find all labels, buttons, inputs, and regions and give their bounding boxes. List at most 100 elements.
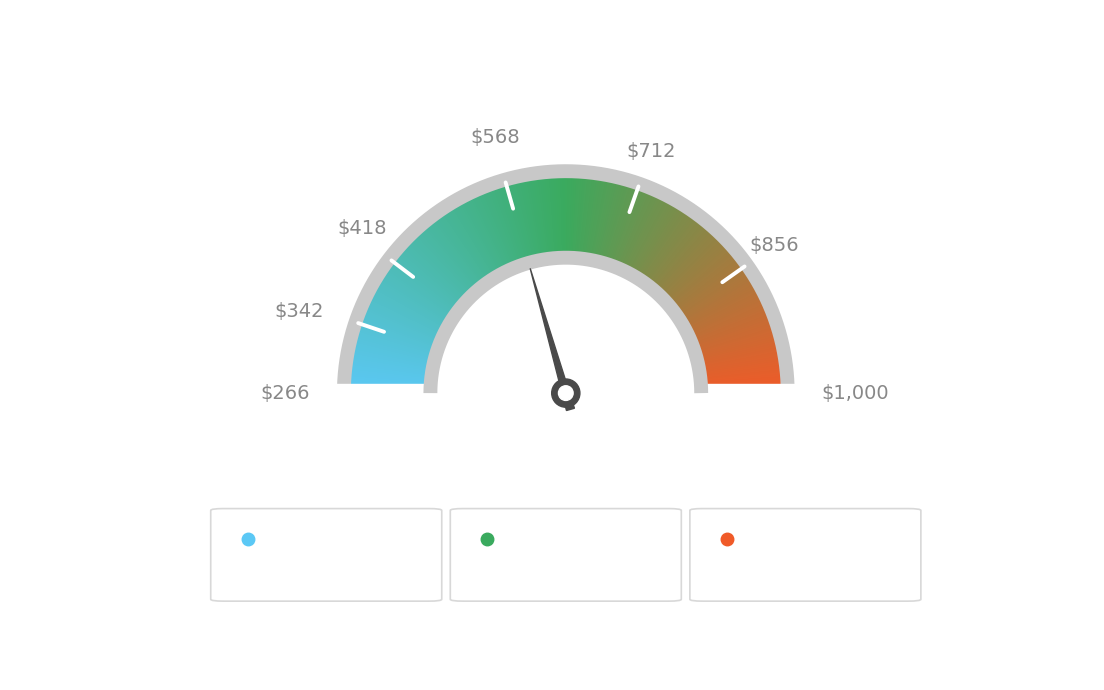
Wedge shape: [540, 172, 552, 259]
Wedge shape: [559, 171, 563, 258]
Wedge shape: [607, 182, 637, 265]
Wedge shape: [385, 263, 456, 315]
Wedge shape: [376, 276, 450, 323]
Wedge shape: [700, 361, 786, 375]
Wedge shape: [566, 171, 569, 257]
Wedge shape: [649, 218, 703, 287]
Wedge shape: [407, 236, 470, 298]
Wedge shape: [529, 174, 544, 259]
Wedge shape: [682, 280, 758, 326]
Wedge shape: [584, 173, 598, 259]
Wedge shape: [426, 219, 481, 288]
Text: Max Cost: Max Cost: [745, 529, 842, 549]
Wedge shape: [364, 299, 444, 337]
Wedge shape: [467, 193, 507, 272]
Wedge shape: [346, 365, 432, 377]
Wedge shape: [389, 257, 459, 311]
Wedge shape: [640, 208, 690, 281]
Wedge shape: [563, 171, 566, 257]
Wedge shape: [527, 175, 543, 260]
Text: ($266): ($266): [295, 565, 358, 584]
Wedge shape: [352, 329, 436, 355]
Wedge shape: [623, 191, 660, 270]
Wedge shape: [683, 282, 760, 326]
Wedge shape: [518, 176, 538, 261]
Wedge shape: [499, 181, 527, 264]
Wedge shape: [449, 204, 496, 278]
Wedge shape: [469, 193, 508, 271]
Wedge shape: [572, 171, 577, 258]
Wedge shape: [349, 342, 434, 364]
Wedge shape: [580, 172, 592, 259]
Wedge shape: [687, 295, 765, 334]
Wedge shape: [344, 384, 431, 389]
Wedge shape: [692, 311, 773, 344]
Wedge shape: [412, 231, 474, 295]
Wedge shape: [594, 176, 614, 261]
Wedge shape: [678, 268, 751, 318]
Wedge shape: [520, 175, 539, 261]
Wedge shape: [379, 273, 453, 321]
Wedge shape: [503, 179, 530, 263]
Wedge shape: [370, 286, 447, 329]
Wedge shape: [382, 266, 455, 317]
Wedge shape: [420, 225, 477, 292]
Wedge shape: [480, 188, 514, 268]
Wedge shape: [411, 233, 473, 297]
Wedge shape: [516, 177, 537, 262]
Wedge shape: [637, 204, 684, 279]
Wedge shape: [650, 219, 705, 288]
Wedge shape: [497, 181, 526, 264]
Wedge shape: [611, 184, 641, 266]
Wedge shape: [636, 204, 682, 278]
Wedge shape: [573, 172, 580, 258]
Wedge shape: [696, 329, 779, 355]
Text: $342: $342: [274, 302, 323, 321]
Wedge shape: [697, 338, 782, 361]
Wedge shape: [401, 243, 466, 302]
Wedge shape: [391, 255, 459, 310]
Wedge shape: [598, 177, 620, 262]
Text: $568: $568: [470, 128, 520, 147]
Wedge shape: [435, 213, 487, 284]
Wedge shape: [561, 171, 564, 258]
Wedge shape: [380, 270, 453, 319]
Wedge shape: [351, 335, 435, 359]
Wedge shape: [604, 180, 630, 264]
Wedge shape: [696, 327, 778, 354]
Wedge shape: [698, 347, 784, 366]
Wedge shape: [629, 197, 672, 275]
Wedge shape: [455, 200, 499, 276]
Wedge shape: [694, 324, 777, 353]
Text: $1,000: $1,000: [821, 384, 889, 402]
Wedge shape: [461, 197, 503, 274]
Wedge shape: [378, 274, 452, 322]
Wedge shape: [614, 186, 647, 267]
Polygon shape: [431, 257, 701, 393]
Wedge shape: [570, 171, 575, 258]
Wedge shape: [692, 316, 775, 347]
Wedge shape: [347, 354, 433, 371]
Wedge shape: [383, 264, 456, 316]
Wedge shape: [681, 278, 757, 324]
Wedge shape: [348, 351, 433, 369]
Wedge shape: [613, 185, 646, 267]
Wedge shape: [542, 172, 553, 259]
Wedge shape: [486, 185, 519, 267]
Wedge shape: [689, 301, 768, 338]
Wedge shape: [668, 248, 735, 306]
Wedge shape: [434, 214, 486, 284]
Wedge shape: [367, 293, 445, 333]
Wedge shape: [605, 181, 633, 264]
Wedge shape: [362, 303, 442, 339]
Wedge shape: [700, 363, 786, 376]
Wedge shape: [538, 172, 550, 259]
Wedge shape: [421, 224, 478, 290]
Wedge shape: [639, 207, 689, 280]
Wedge shape: [361, 305, 442, 341]
Wedge shape: [350, 338, 435, 361]
Wedge shape: [400, 245, 465, 304]
Wedge shape: [585, 174, 601, 259]
Wedge shape: [350, 340, 434, 362]
Wedge shape: [688, 299, 767, 337]
